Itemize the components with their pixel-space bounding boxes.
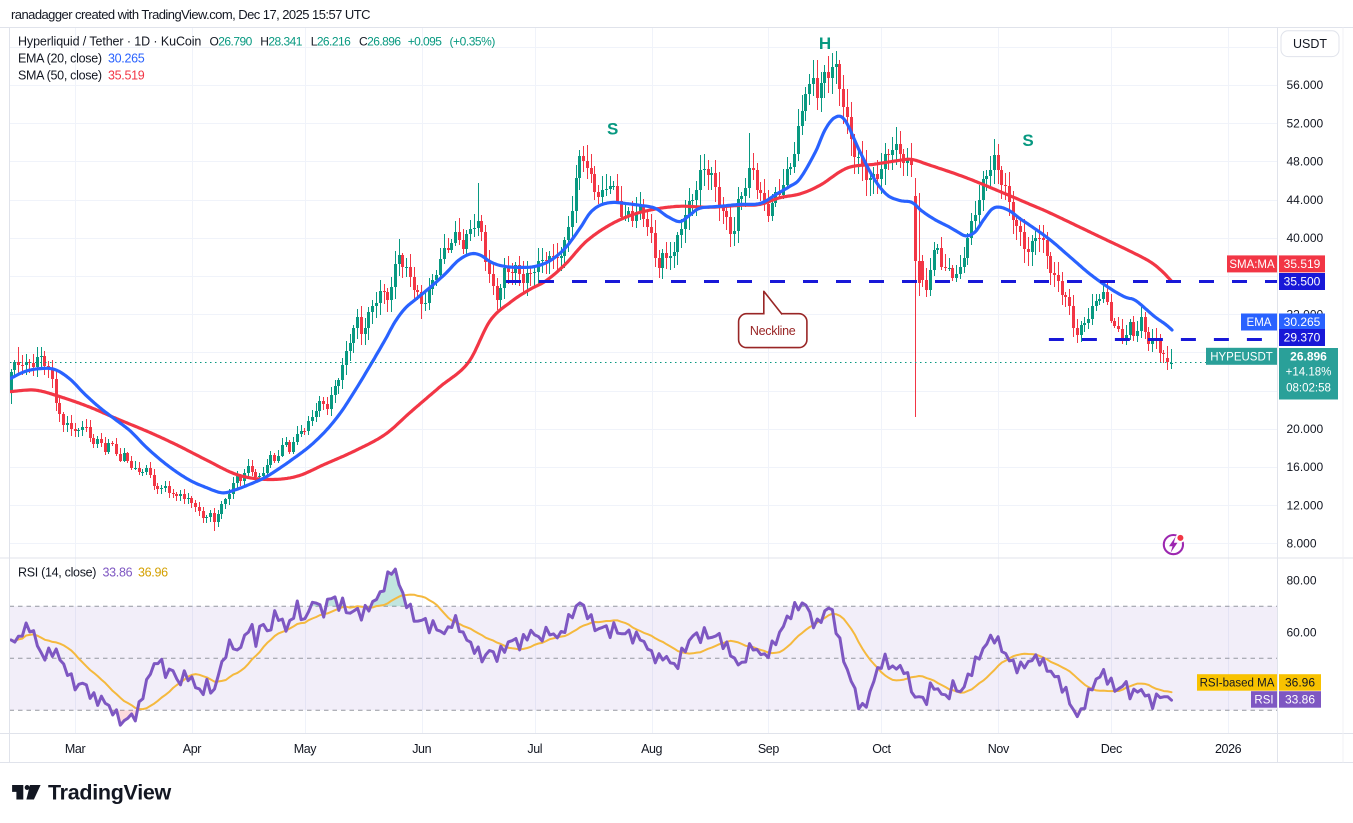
svg-text:TradingView: TradingView bbox=[48, 781, 172, 805]
svg-text:May: May bbox=[294, 742, 318, 756]
svg-text:H28.341: H28.341 bbox=[260, 35, 302, 49]
svg-text:Jun: Jun bbox=[412, 742, 431, 756]
svg-text:35.519: 35.519 bbox=[108, 69, 145, 83]
svg-text:29.370: 29.370 bbox=[1284, 331, 1321, 345]
svg-text:26.896: 26.896 bbox=[1290, 350, 1327, 364]
svg-text:EMA (20, close): EMA (20, close) bbox=[18, 52, 102, 66]
svg-text:SMA:MA: SMA:MA bbox=[1229, 259, 1275, 271]
svg-text:O26.790: O26.790 bbox=[210, 35, 253, 49]
svg-text:Sep: Sep bbox=[758, 742, 779, 756]
svg-text:Apr: Apr bbox=[183, 742, 201, 756]
svg-text:30.265: 30.265 bbox=[1284, 315, 1321, 329]
svg-text:RSI-based MA: RSI-based MA bbox=[1200, 678, 1275, 690]
svg-text:35.500: 35.500 bbox=[1284, 275, 1321, 289]
svg-text:SMA (50, close): SMA (50, close) bbox=[18, 69, 102, 83]
svg-text:S: S bbox=[607, 120, 618, 139]
svg-text:+0.095: +0.095 bbox=[408, 35, 443, 49]
svg-text:12.000: 12.000 bbox=[1287, 498, 1324, 512]
svg-text:L26.216: L26.216 bbox=[311, 35, 351, 49]
svg-text:8.000: 8.000 bbox=[1287, 537, 1317, 551]
svg-text:S: S bbox=[1022, 131, 1033, 150]
svg-text:48.000: 48.000 bbox=[1287, 155, 1324, 169]
svg-text:Jul: Jul bbox=[527, 742, 542, 756]
svg-text:52.000: 52.000 bbox=[1287, 116, 1324, 130]
svg-text:08:02:58: 08:02:58 bbox=[1286, 383, 1331, 395]
svg-text:Aug: Aug bbox=[641, 742, 662, 756]
svg-text:56.000: 56.000 bbox=[1287, 78, 1324, 92]
svg-text:C26.896: C26.896 bbox=[359, 35, 401, 49]
svg-text:Neckline: Neckline bbox=[750, 324, 796, 338]
svg-text:30.265: 30.265 bbox=[108, 52, 145, 66]
svg-text:33.86: 33.86 bbox=[103, 566, 133, 580]
svg-text:ranadagger created with Tradin: ranadagger created with TradingView.com,… bbox=[11, 7, 370, 22]
svg-text:RSI: RSI bbox=[1254, 695, 1273, 707]
svg-text:80.00: 80.00 bbox=[1287, 573, 1317, 587]
svg-text:Hyperliquid / Tether · 1D · Ku: Hyperliquid / Tether · 1D · KuCoin bbox=[18, 35, 201, 49]
svg-text:2026: 2026 bbox=[1215, 742, 1242, 756]
svg-text:HYPEUSDT: HYPEUSDT bbox=[1210, 351, 1273, 363]
svg-text:36.96: 36.96 bbox=[1285, 676, 1315, 690]
svg-text:H: H bbox=[819, 34, 831, 53]
svg-text:Nov: Nov bbox=[988, 742, 1010, 756]
svg-text:Dec: Dec bbox=[1101, 742, 1122, 756]
svg-text:35.519: 35.519 bbox=[1284, 257, 1321, 271]
svg-text:Oct: Oct bbox=[872, 742, 891, 756]
svg-text:RSI (14, close): RSI (14, close) bbox=[18, 566, 96, 580]
svg-text:+14.18%: +14.18% bbox=[1286, 367, 1332, 379]
svg-text:60.00: 60.00 bbox=[1287, 625, 1317, 639]
svg-text:EMA: EMA bbox=[1247, 317, 1272, 329]
svg-text:20.000: 20.000 bbox=[1287, 422, 1324, 436]
svg-text:36.96: 36.96 bbox=[138, 566, 168, 580]
svg-text:(+0.35%): (+0.35%) bbox=[450, 35, 496, 49]
svg-text:44.000: 44.000 bbox=[1287, 193, 1324, 207]
svg-text:33.86: 33.86 bbox=[1285, 693, 1315, 707]
svg-text:40.000: 40.000 bbox=[1287, 231, 1324, 245]
svg-text:16.000: 16.000 bbox=[1287, 460, 1324, 474]
svg-text:USDT: USDT bbox=[1293, 37, 1327, 51]
svg-text:Mar: Mar bbox=[65, 742, 86, 756]
